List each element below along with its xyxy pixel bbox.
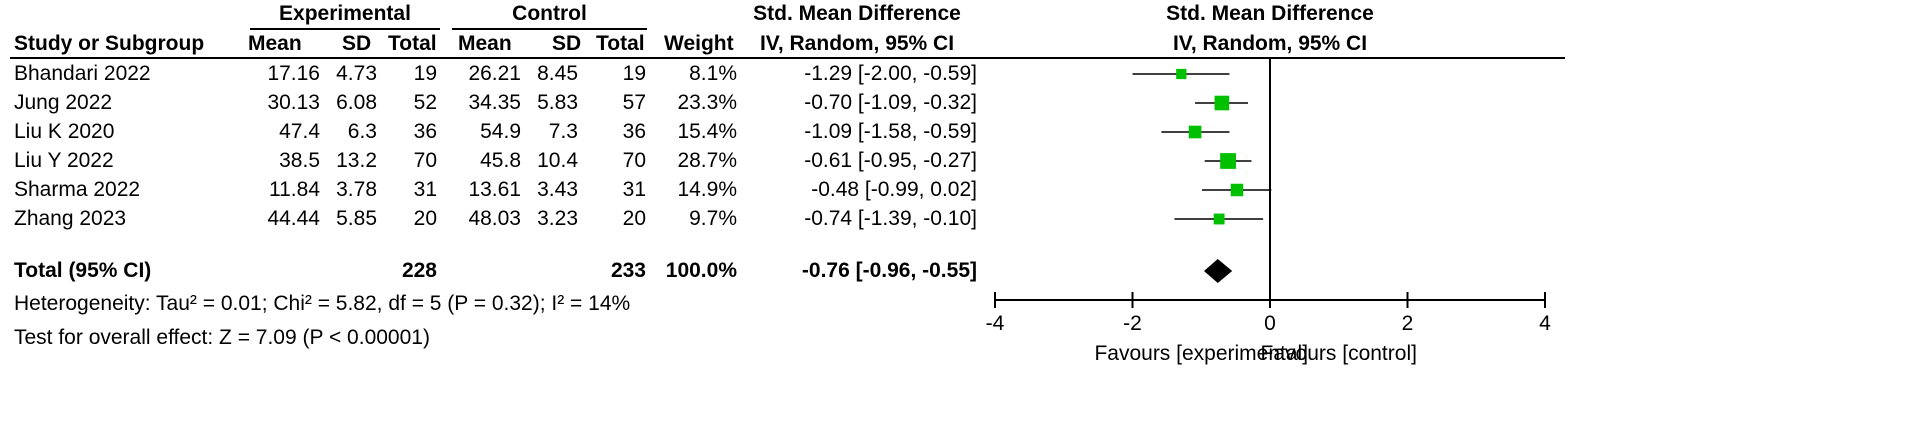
study-name: Liu Y 2022: [14, 149, 114, 172]
study-point-estimate: [1176, 68, 1187, 80]
study-column-header: Study or Subgroup: [14, 32, 205, 55]
exp-total: 52: [413, 91, 437, 114]
ctl-total-column-header: Total: [596, 32, 645, 55]
x-tick-label: -2: [1123, 312, 1142, 335]
study-point-estimate: [1214, 95, 1230, 111]
smd-table-header: Std. Mean Difference: [753, 2, 961, 25]
ctl-sd: 3.43: [537, 178, 578, 201]
exp-sd-column-header: SD: [342, 32, 372, 55]
total-exp-n: 228: [401, 259, 437, 282]
ci-value: -0.61 [-0.95, -0.27]: [804, 149, 977, 172]
weight-value: 15.4%: [677, 120, 737, 143]
exp-sd: 5.85: [336, 207, 377, 230]
ctl-sd: 8.45: [537, 62, 578, 85]
ctl-sd: 5.83: [537, 91, 578, 114]
ctl-mean: 45.8: [480, 149, 521, 172]
ctl-sd: 3.23: [537, 207, 578, 230]
method-plot-header: IV, Random, 95% CI: [1172, 32, 1368, 55]
exp-mean: 44.44: [267, 207, 320, 230]
experimental-header-rule: [250, 28, 440, 30]
ctl-mean: 13.61: [468, 178, 521, 201]
study-name: Liu K 2020: [14, 120, 115, 143]
ci-value: -0.74 [-1.39, -0.10]: [804, 207, 977, 230]
ci-value: -0.70 [-1.09, -0.32]: [804, 91, 977, 114]
ctl-total: 20: [622, 207, 646, 230]
exp-sd: 4.73: [336, 62, 377, 85]
study-name: Zhang 2023: [14, 207, 127, 230]
favours-control-label: Favours [control]: [1261, 342, 1417, 365]
exp-sd: 13.2: [336, 149, 377, 172]
ci-value: -0.48 [-0.99, 0.02]: [811, 178, 977, 201]
study-name: Sharma 2022: [14, 178, 141, 201]
study-point-estimate: [1220, 153, 1236, 169]
ctl-total: 31: [622, 178, 646, 201]
exp-total: 31: [413, 178, 437, 201]
weight-column-header: Weight: [664, 32, 734, 55]
total-weight: 100.0%: [665, 259, 737, 282]
weight-value: 14.9%: [677, 178, 737, 201]
ci-value: -1.09 [-1.58, -0.59]: [804, 120, 977, 143]
study-point-estimate: [1188, 125, 1202, 139]
favours-experimental-label: Favours [experimental]: [1094, 342, 1308, 365]
overall-effect-note: Test for overall effect: Z = 7.09 (P < 0…: [14, 326, 430, 349]
exp-mean: 30.13: [267, 91, 320, 114]
header-bottom-rule: [10, 57, 1565, 59]
ctl-mean: 34.35: [468, 91, 521, 114]
exp-total-column-header: Total: [388, 32, 437, 55]
ctl-mean: 48.03: [468, 207, 521, 230]
study-name: Bhandari 2022: [14, 62, 151, 85]
exp-mean-column-header: Mean: [248, 32, 302, 55]
x-tick-label: 2: [1402, 312, 1414, 335]
exp-total: 19: [413, 62, 437, 85]
total-ctl-n: 233: [610, 259, 646, 282]
exp-total: 70: [413, 149, 437, 172]
weight-value: 8.1%: [689, 62, 737, 85]
exp-sd: 6.3: [347, 120, 377, 143]
experimental-group-header: Experimental: [279, 2, 411, 25]
exp-mean: 47.4: [279, 120, 320, 143]
exp-mean: 17.16: [267, 62, 320, 85]
ctl-total: 36: [622, 120, 646, 143]
ctl-total: 70: [622, 149, 646, 172]
total-label: Total (95% CI): [14, 259, 152, 282]
ci-value: -1.29 [-2.00, -0.59]: [804, 62, 977, 85]
ctl-sd-column-header: SD: [552, 32, 582, 55]
ctl-total: 19: [622, 62, 646, 85]
exp-sd: 3.78: [336, 178, 377, 201]
method-table-header: IV, Random, 95% CI: [759, 32, 955, 55]
total-ci: -0.76 [-0.96, -0.55]: [801, 259, 977, 282]
weight-value: 23.3%: [677, 91, 737, 114]
pooled-estimate-diamond: [1204, 259, 1233, 283]
x-tick-label: -4: [986, 312, 1005, 335]
ctl-total: 57: [622, 91, 646, 114]
x-tick-label: 0: [1264, 312, 1276, 335]
control-group-header: Control: [512, 2, 587, 25]
ctl-mean-column-header: Mean: [458, 32, 512, 55]
smd-plot-header: Std. Mean Difference: [1166, 2, 1374, 25]
exp-mean: 11.84: [269, 178, 320, 201]
ctl-sd: 7.3: [548, 120, 578, 143]
heterogeneity-note: Heterogeneity: Tau² = 0.01; Chi² = 5.82,…: [14, 292, 631, 315]
exp-total: 36: [413, 120, 437, 143]
study-name: Jung 2022: [14, 91, 113, 114]
control-header-rule: [452, 28, 647, 30]
ctl-mean: 54.9: [480, 120, 521, 143]
weight-value: 28.7%: [677, 149, 737, 172]
exp-sd: 6.08: [336, 91, 377, 114]
exp-mean: 38.5: [279, 149, 320, 172]
exp-total: 20: [413, 207, 437, 230]
x-axis-ticks: -4 -2 0 2 4: [986, 292, 1551, 335]
weight-value: 9.7%: [689, 207, 737, 230]
ctl-sd: 10.4: [537, 149, 578, 172]
x-tick-label: 4: [1539, 312, 1551, 335]
study-point-estimate: [1230, 183, 1244, 197]
study-point-estimate: [1213, 213, 1225, 225]
study-markers: [1132, 68, 1272, 225]
ctl-mean: 26.21: [468, 62, 521, 85]
